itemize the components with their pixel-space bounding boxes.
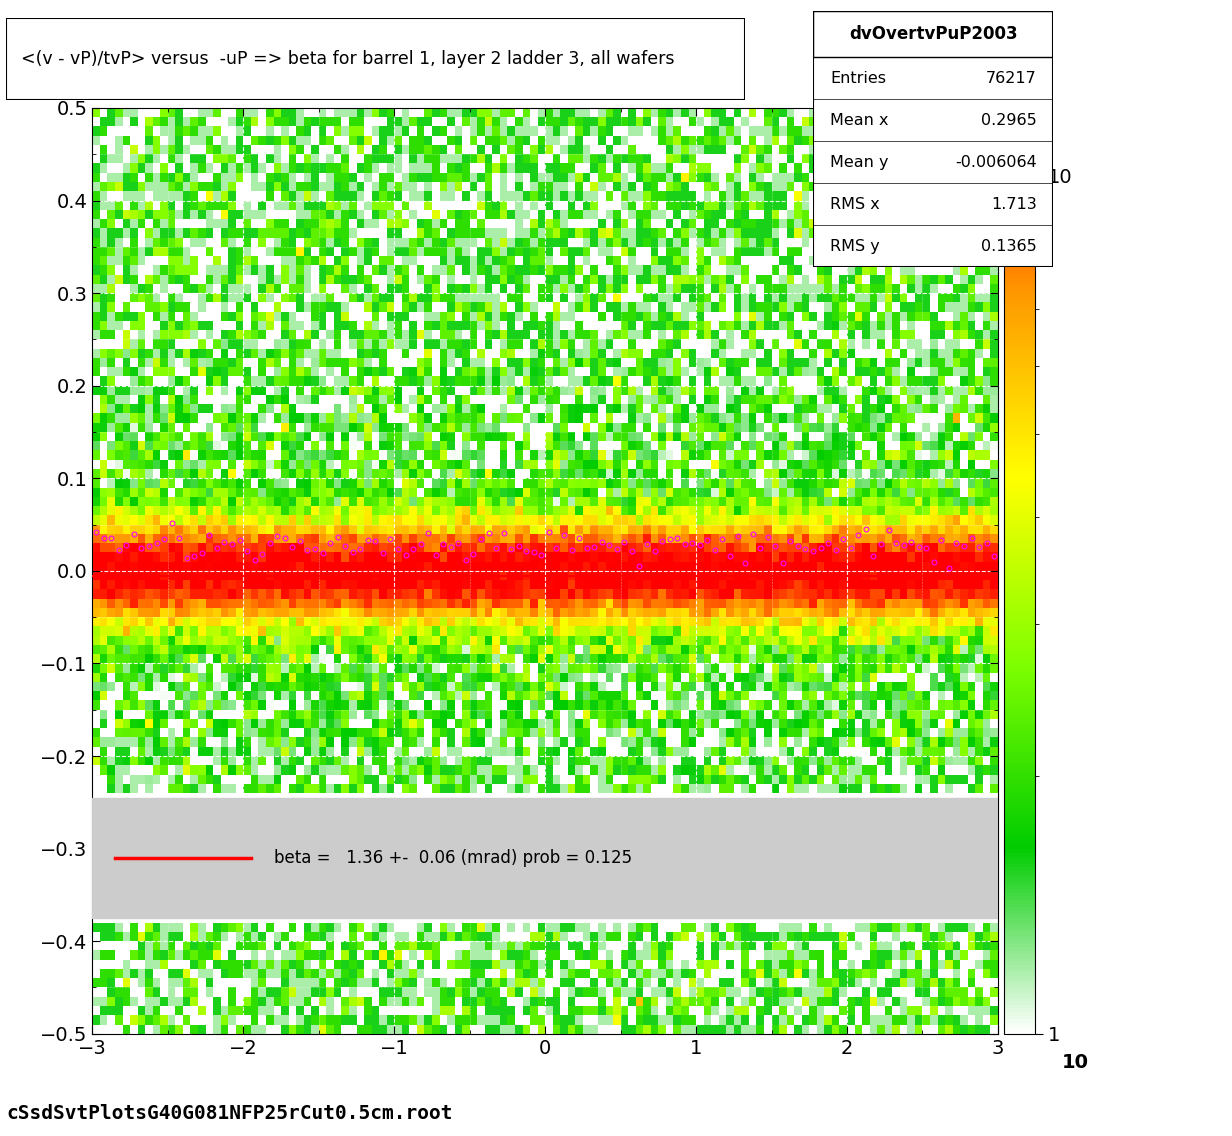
Bar (92, 797, 998, 918)
Text: Mean y: Mean y (830, 154, 888, 169)
Text: 0.2965: 0.2965 (981, 112, 1036, 127)
Text: -0.006064: -0.006064 (955, 154, 1036, 169)
Text: 0.1365: 0.1365 (981, 239, 1036, 253)
Text: 1.713: 1.713 (991, 197, 1036, 211)
Text: <(v - vP)/tvP> versus  -uP => beta for barrel 1, layer 2 ladder 3, all wafers: <(v - vP)/tvP> versus -uP => beta for ba… (21, 50, 674, 68)
Text: RMS y: RMS y (830, 239, 880, 253)
Text: 76217: 76217 (986, 70, 1036, 86)
Bar (813, 11, 1053, 57)
Text: cSsdSvtPlotsG40G081NFP25rCut0.5cm.root: cSsdSvtPlotsG40G081NFP25rCut0.5cm.root (6, 1104, 452, 1124)
Text: Entries: Entries (830, 70, 886, 86)
Text: RMS x: RMS x (830, 197, 880, 211)
Text: beta =   1.36 +-  0.06 (mrad) prob = 0.125: beta = 1.36 +- 0.06 (mrad) prob = 0.125 (274, 849, 632, 867)
Text: Mean x: Mean x (830, 112, 888, 127)
Text: 10: 10 (1062, 1053, 1089, 1071)
Text: dvOvertvPuP2003: dvOvertvPuP2003 (849, 25, 1018, 43)
